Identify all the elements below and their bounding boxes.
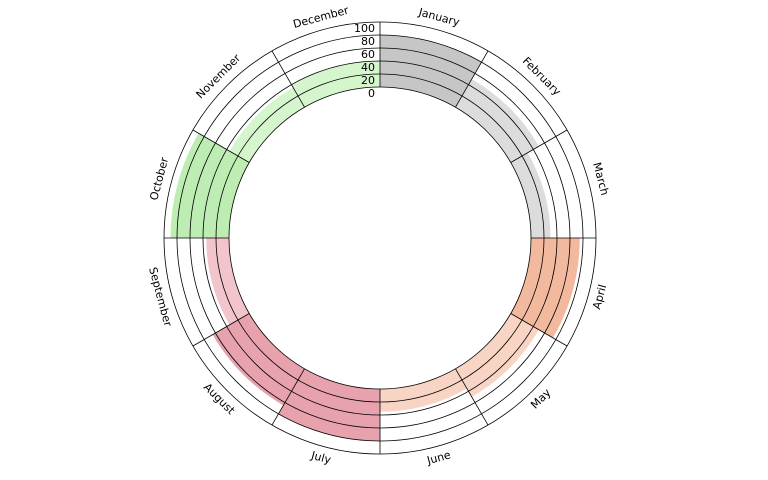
category-label: May — [528, 386, 554, 412]
category-label: June — [425, 448, 453, 467]
bar — [380, 35, 482, 108]
bar — [510, 238, 580, 338]
category-label: February — [520, 55, 564, 99]
category-label: April — [590, 283, 609, 311]
r-tick-label: 0 — [368, 87, 375, 100]
bar — [229, 87, 305, 163]
spoke — [192, 313, 250, 347]
category-label: October — [147, 155, 171, 201]
bar — [278, 368, 380, 441]
spoke — [455, 368, 489, 426]
spoke — [510, 313, 568, 347]
bar — [291, 61, 380, 108]
spoke — [455, 50, 489, 108]
spoke — [510, 129, 568, 163]
spoke — [271, 368, 305, 426]
bar — [380, 368, 467, 412]
r-tick-label: 60 — [361, 48, 375, 61]
category-label: July — [309, 449, 333, 467]
category-label: January — [416, 5, 461, 29]
category-label: March — [590, 161, 611, 197]
bar — [212, 313, 305, 406]
grid-circle — [176, 34, 584, 442]
category-label: September — [146, 266, 174, 329]
r-tick-label: 20 — [361, 74, 375, 87]
category-label: November — [194, 51, 244, 101]
spoke — [192, 129, 250, 163]
grid-circle — [228, 86, 532, 390]
bar — [510, 152, 551, 238]
r-tick-label: 40 — [361, 61, 375, 74]
bar — [206, 238, 250, 325]
bar — [455, 313, 539, 397]
category-label: August — [201, 381, 238, 418]
spoke — [271, 50, 305, 108]
r-tick-label: 100 — [354, 22, 375, 35]
bar — [170, 133, 250, 238]
r-tick-label: 80 — [361, 35, 375, 48]
bar — [455, 79, 539, 163]
category-label: December — [292, 4, 351, 31]
